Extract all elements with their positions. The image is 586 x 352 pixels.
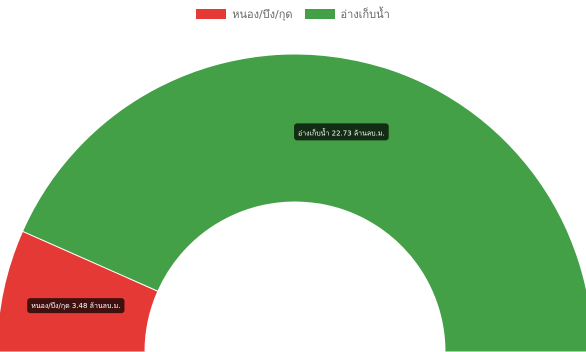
chart-legend: หนอง/บึง/กุด อ่างเก็บน้ำ <box>0 5 586 23</box>
legend-label-reservoir: อ่างเก็บน้ำ <box>340 8 390 21</box>
legend-swatch-swamp <box>196 9 227 19</box>
slice-label-1: อ่างเก็บน้ำ 22.73 ล้านลบ.ม. <box>294 123 389 141</box>
legend-label-swamp: หนอง/บึง/กุด <box>232 8 293 21</box>
slice-label-text-1: อ่างเก็บน้ำ 22.73 ล้านลบ.ม. <box>298 126 385 137</box>
slice-1[interactable] <box>21 53 586 352</box>
slice-label-bg-1 <box>294 123 389 141</box>
slice-label-bg-0 <box>27 298 125 314</box>
slice-label-text-0: หนอง/บึง/กุด 3.48 ล้านลบ.ม. <box>31 301 120 310</box>
legend-item-swamp[interactable]: หนอง/บึง/กุด <box>196 5 293 23</box>
legend-swatch-reservoir <box>304 9 335 19</box>
slice-label-0: หนอง/บึง/กุด 3.48 ล้านลบ.ม. <box>27 298 125 314</box>
legend-item-reservoir[interactable]: อ่างเก็บน้ำ <box>304 5 390 23</box>
chart-slice-labels: หนอง/บึง/กุด 3.48 ล้านลบ.ม. อ่างเก็บน้ำ 2… <box>27 123 389 314</box>
chart-slices <box>0 53 586 352</box>
